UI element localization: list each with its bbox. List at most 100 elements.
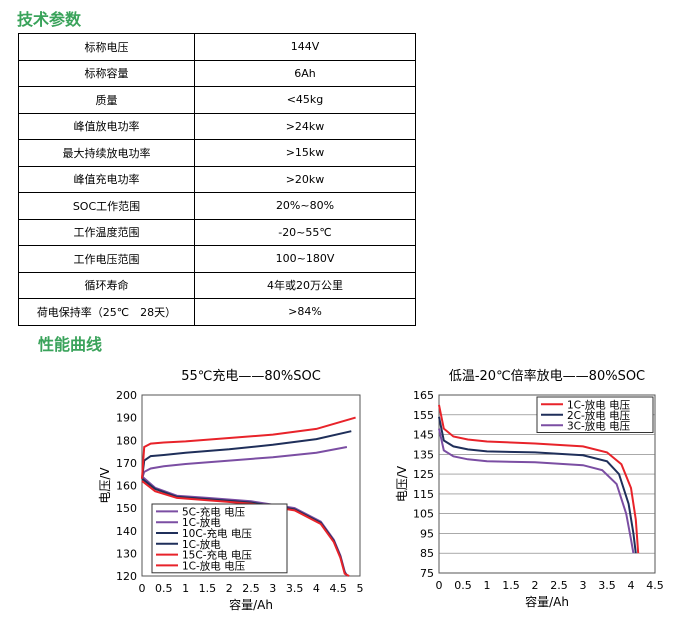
performance-heading: 性能曲线 xyxy=(38,335,103,354)
x-tick-label: 2 xyxy=(226,582,233,595)
legend-entry: 1C-放电 xyxy=(182,538,221,551)
x-tick-label: 3 xyxy=(269,582,276,595)
legend-entry: 2C-放电 电压 xyxy=(567,409,631,422)
x-tick-label: 4.5 xyxy=(329,582,347,595)
param-label: 荷电保持率（25℃ 28天） xyxy=(18,298,195,326)
param-value: <45kg xyxy=(194,86,416,114)
param-label: 标称电压 xyxy=(18,33,195,61)
x-tick-label: 0 xyxy=(139,582,146,595)
param-label: 峰值充电功率 xyxy=(18,165,195,193)
y-tick-label: 125 xyxy=(413,468,434,481)
x-tick-label: 4 xyxy=(628,579,635,592)
x-axis-label: 容量/Ah xyxy=(229,597,273,612)
y-tick-label: 165 xyxy=(413,389,434,402)
legend-entry: 1C-放电 xyxy=(182,516,221,529)
x-tick-label: 4 xyxy=(313,582,320,595)
x-tick-label: 0 xyxy=(436,579,443,592)
x-tick-label: 2.5 xyxy=(242,582,260,595)
y-axis-label: 电压/V xyxy=(395,465,409,502)
x-tick-label: 4.5 xyxy=(646,579,664,592)
param-label: 最大持续放电功率 xyxy=(18,139,195,167)
param-label: 工作电压范围 xyxy=(18,245,195,273)
param-value: 6Ah xyxy=(194,59,416,87)
param-label: SOC工作范围 xyxy=(18,192,195,220)
tech-params-table: 标称电压 144V 标称容量 6Ah 质量 <45kg 峰值放电功率 >24kw 最大持续放电功… xyxy=(18,33,416,326)
x-axis-label: 容量/Ah xyxy=(525,594,569,609)
param-value: >24kw xyxy=(194,112,416,140)
param-value: >20kw xyxy=(194,165,416,193)
x-tick-label: 3.5 xyxy=(286,582,304,595)
param-row: 最大持续放电功率 >15kw xyxy=(18,139,416,167)
y-tick-label: 95 xyxy=(420,527,434,540)
y-axis-label: 电压/V xyxy=(98,467,112,504)
x-tick-label: 2 xyxy=(532,579,539,592)
y-tick-label: 160 xyxy=(116,480,137,493)
legend xyxy=(151,503,288,574)
y-tick-label: 145 xyxy=(413,429,434,442)
series-line xyxy=(438,416,637,554)
x-tick-label: 1.5 xyxy=(502,579,520,592)
param-row: 荷电保持率（25℃ 28天） >84% xyxy=(18,298,416,326)
series-line xyxy=(141,446,348,480)
legend-entry: 3C-放电 电压 xyxy=(567,419,631,432)
y-tick-label: 190 xyxy=(116,412,137,425)
param-row: 工作温度范围 -20~55℃ xyxy=(18,218,416,246)
y-tick-label: 180 xyxy=(116,434,137,447)
param-row: SOC工作范围 20%~80% xyxy=(18,192,416,220)
y-tick-label: 105 xyxy=(413,508,434,521)
charge-55c-chart: 55℃充电——80%SOC120130140150160170180190200… xyxy=(98,368,364,612)
param-label: 循环寿命 xyxy=(18,271,195,299)
chart-title: 低温-20℃倍率放电——80%SOC xyxy=(449,368,645,384)
y-tick-label: 155 xyxy=(413,409,434,422)
x-tick-label: 3 xyxy=(580,579,587,592)
legend-entry: 1C-放电 电压 xyxy=(182,559,246,572)
param-label: 工作温度范围 xyxy=(18,218,195,246)
y-tick-label: 130 xyxy=(116,547,137,560)
y-tick-label: 115 xyxy=(413,488,434,501)
param-row: 峰值充电功率 >20kw xyxy=(18,165,416,193)
param-value: 100~180V xyxy=(194,245,416,273)
tech-params-heading: 技术参数 xyxy=(17,10,82,29)
y-tick-label: 120 xyxy=(116,570,137,583)
series-line xyxy=(438,404,640,554)
param-row: 标称电压 144V xyxy=(18,33,416,61)
param-label: 标称容量 xyxy=(18,59,195,87)
x-tick-label: 0.5 xyxy=(155,582,173,595)
x-tick-label: 0.5 xyxy=(454,579,472,592)
param-row: 循环寿命 4年或20万公里 xyxy=(18,271,416,299)
y-tick-label: 75 xyxy=(420,567,434,580)
param-value: 4年或20万公里 xyxy=(194,271,416,299)
param-value: 144V xyxy=(194,33,416,61)
param-row: 峰值放电功率 >24kw xyxy=(18,112,416,140)
param-label: 质量 xyxy=(18,86,195,114)
x-tick-label: 1 xyxy=(182,582,189,595)
x-tick-label: 3.5 xyxy=(598,579,616,592)
x-tick-label: 2.5 xyxy=(550,579,568,592)
series-line xyxy=(141,480,350,577)
legend-entry: 5C-充电 电压 xyxy=(182,505,246,518)
param-row: 标称容量 6Ah xyxy=(18,59,416,87)
x-tick-label: 1 xyxy=(484,579,491,592)
y-tick-label: 135 xyxy=(413,448,434,461)
y-tick-label: 150 xyxy=(116,502,137,515)
series-line xyxy=(438,428,635,554)
series-line xyxy=(141,430,352,479)
x-tick-label: 1.5 xyxy=(199,582,217,595)
y-tick-label: 85 xyxy=(420,547,434,560)
param-row: 质量 <45kg xyxy=(18,86,416,114)
legend-entry: 15C-充电 电压 xyxy=(182,549,252,562)
param-value: >15kw xyxy=(194,139,416,167)
series-line xyxy=(141,416,356,479)
legend-entry: 10C-充电 电压 xyxy=(182,527,252,540)
discharge-low-temp-chart: 低温-20℃倍率放电——80%SOC 75 85 95 105 115 125 135 145 1… xyxy=(395,368,664,609)
x-tick-label: 5 xyxy=(357,582,364,595)
y-tick-label: 170 xyxy=(116,457,137,470)
param-label: 峰值放电功率 xyxy=(18,112,195,140)
param-value: 20%~80% xyxy=(194,192,416,220)
param-value: >84% xyxy=(194,298,416,326)
y-tick-label: 200 xyxy=(116,389,137,402)
param-value: -20~55℃ xyxy=(194,218,416,246)
param-row: 工作电压范围 100~180V xyxy=(18,245,416,273)
y-tick-label: 140 xyxy=(116,525,137,538)
chart-title: 55℃充电——80%SOC xyxy=(181,368,321,384)
